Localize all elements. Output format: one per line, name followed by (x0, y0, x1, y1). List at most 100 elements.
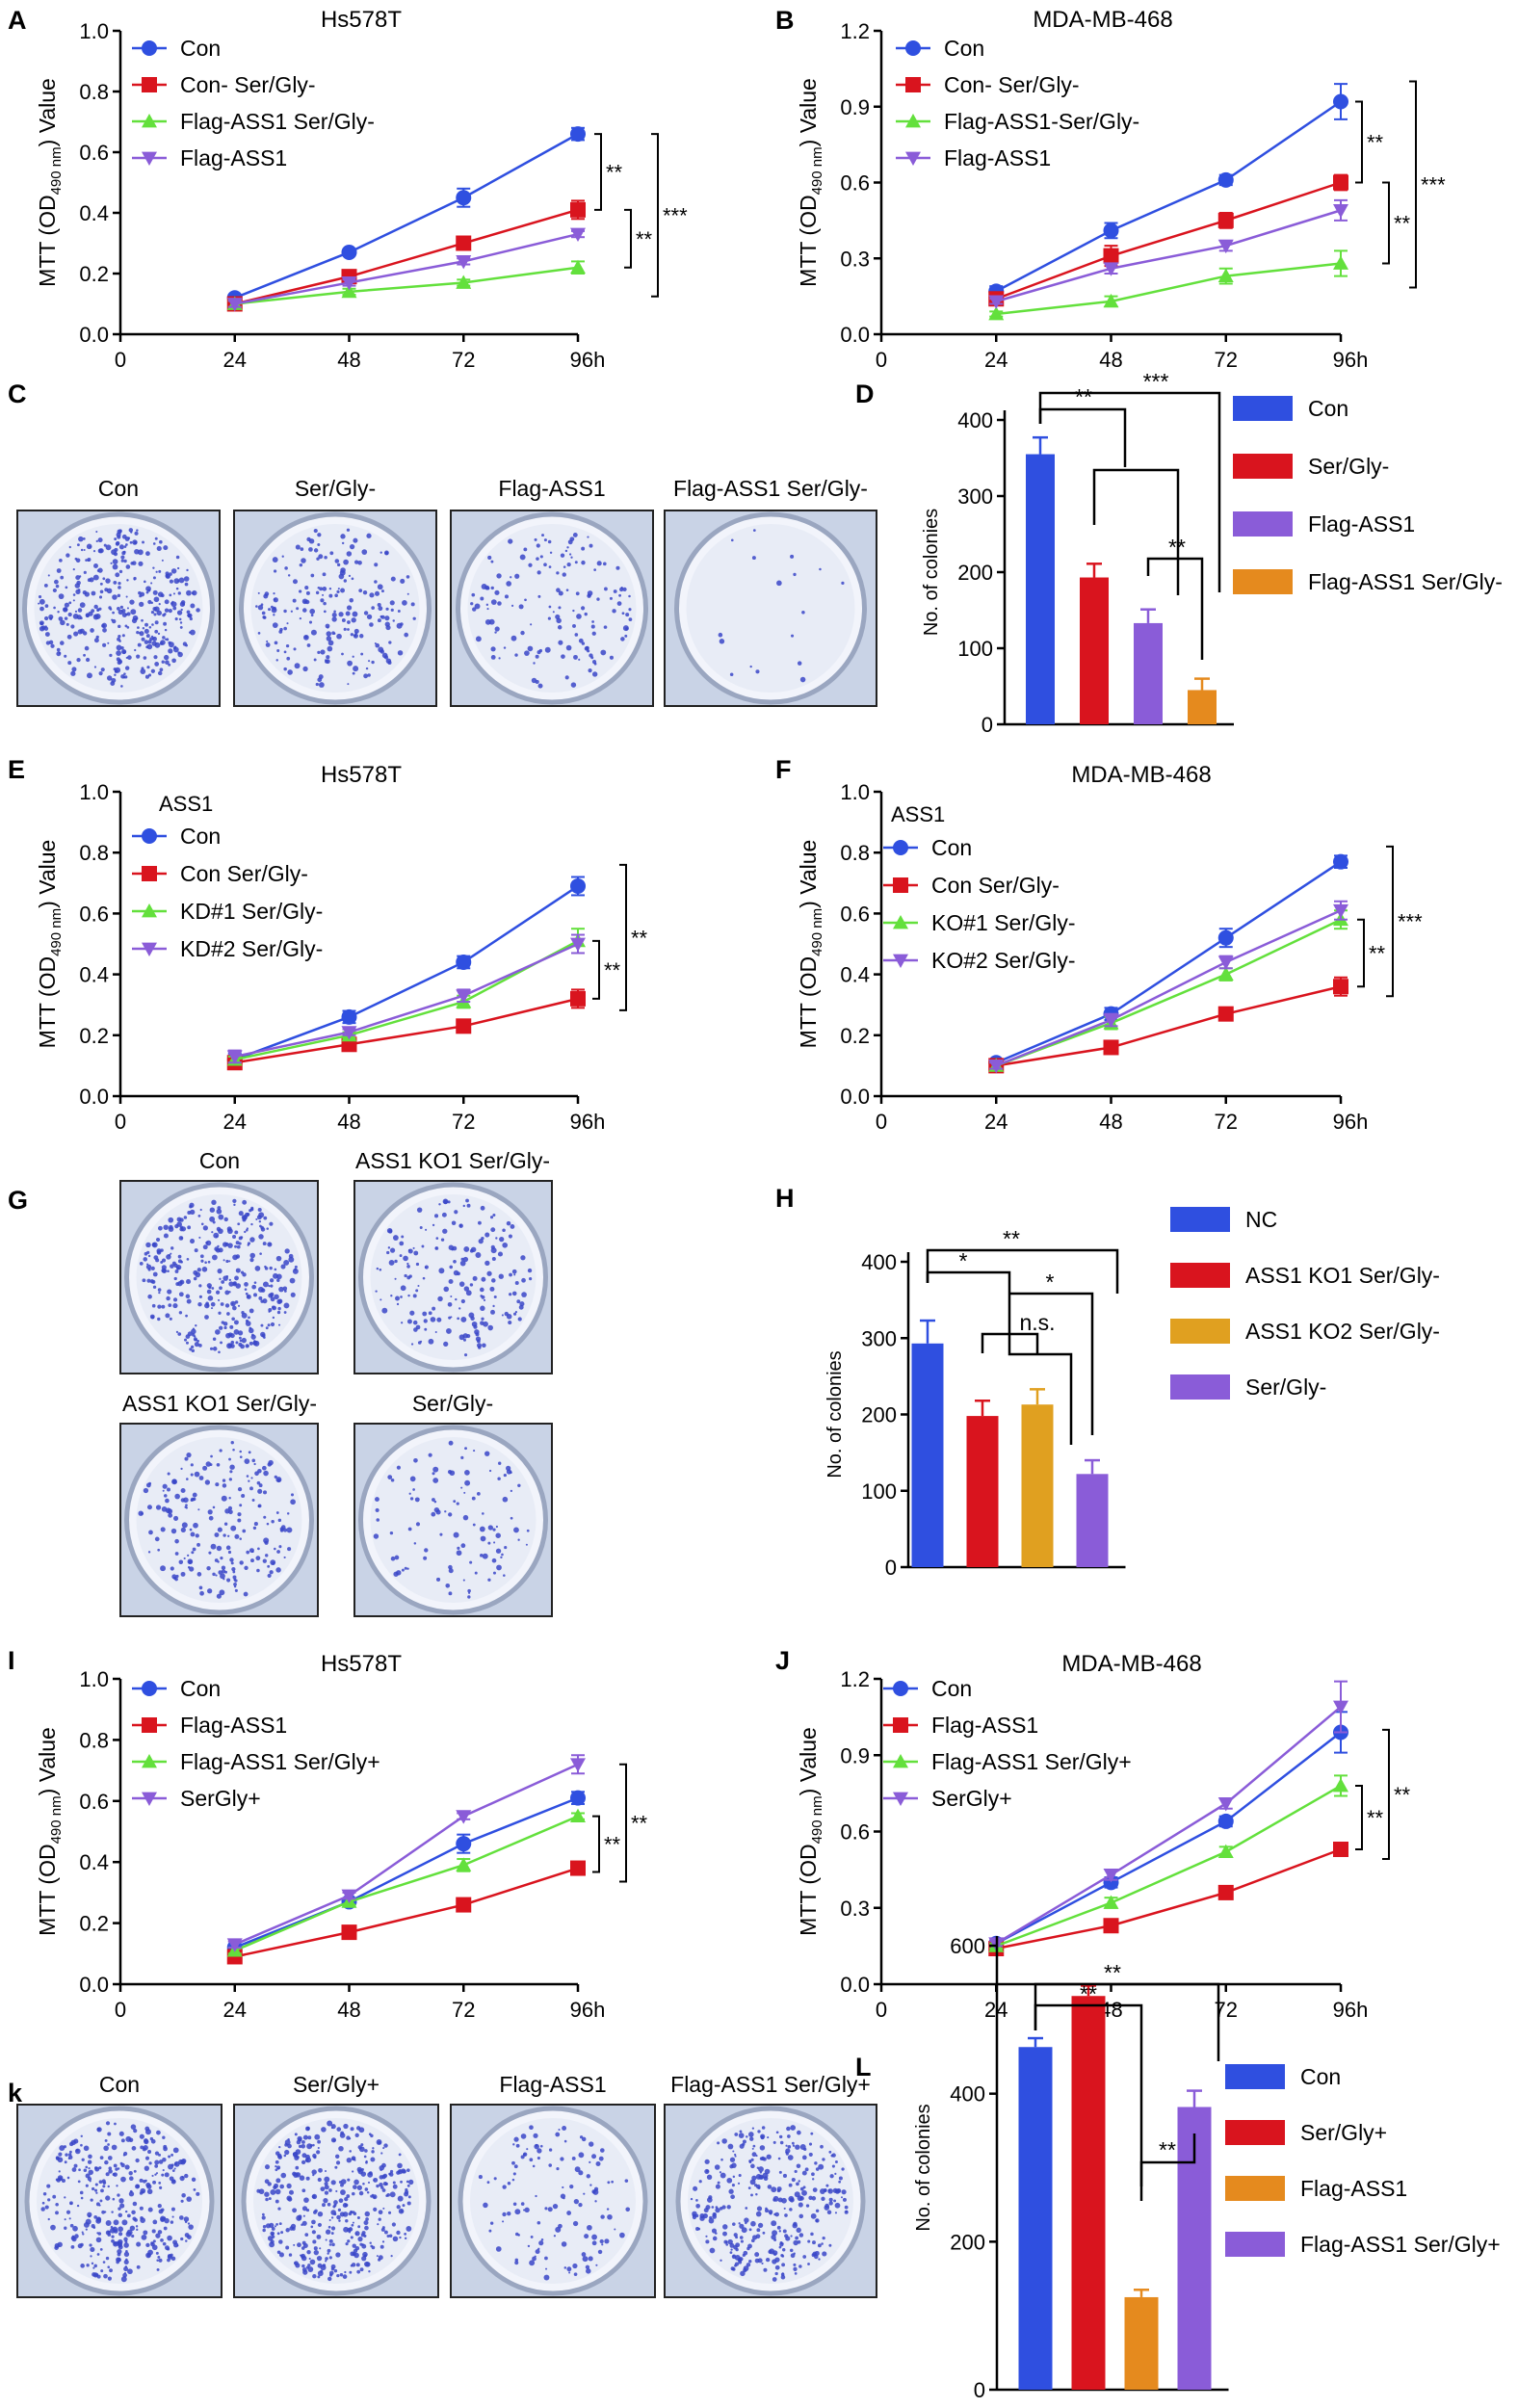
colony (267, 1323, 271, 1327)
colony (585, 2264, 590, 2269)
colony (560, 553, 565, 558)
colony (732, 2150, 735, 2153)
colony (134, 648, 137, 652)
colony (375, 1290, 378, 1293)
colony (323, 601, 327, 606)
colony (510, 1489, 513, 1493)
colony (170, 601, 177, 608)
colony (265, 642, 271, 647)
colony (65, 586, 68, 589)
colony (193, 2187, 196, 2191)
significance-label: ** (1394, 1783, 1411, 1807)
colony (380, 551, 382, 554)
colony (434, 1246, 437, 1249)
colony (198, 1284, 202, 1288)
colony (697, 2227, 701, 2231)
colony (761, 2126, 766, 2130)
colony (532, 2256, 537, 2262)
data-point (456, 1018, 472, 1034)
colony (380, 2244, 384, 2249)
colony (331, 2242, 335, 2247)
colony (177, 591, 181, 595)
legend-label: Con- Ser/Gly- (180, 72, 316, 97)
colony (227, 1243, 233, 1248)
series-line (995, 909, 1342, 1067)
colony (186, 1258, 190, 1261)
colony (424, 1265, 429, 1269)
colony (325, 623, 330, 629)
colony (276, 2165, 281, 2170)
colony (190, 1473, 194, 1477)
colony (510, 1516, 513, 1520)
colony (494, 631, 497, 634)
significance-bracket (619, 863, 627, 1011)
colony (306, 537, 311, 542)
colony (763, 2267, 768, 2272)
colony (796, 2163, 801, 2169)
colony (473, 1324, 478, 1329)
colony (267, 1564, 271, 1568)
colony (55, 584, 60, 589)
colony (305, 590, 310, 595)
colony (450, 1295, 453, 1297)
colony (44, 2205, 49, 2210)
colony (306, 643, 311, 647)
colony (812, 2178, 815, 2181)
colony (560, 2157, 564, 2161)
colony (283, 626, 287, 631)
legend-swatch (1233, 511, 1293, 537)
colony (163, 621, 168, 626)
colony (596, 597, 600, 601)
colony (156, 2259, 159, 2262)
significance-bracket (1092, 468, 1180, 595)
colony (541, 534, 544, 537)
colony (169, 2176, 174, 2182)
colony (129, 599, 135, 605)
colony (336, 563, 341, 567)
colony (142, 540, 144, 544)
colony (83, 2145, 90, 2152)
colony (142, 2190, 144, 2193)
colony (169, 1317, 172, 1321)
colony (78, 2168, 81, 2172)
colony (486, 2181, 490, 2185)
colony (90, 2246, 95, 2253)
colony (214, 1558, 219, 1562)
colony (260, 1323, 264, 1327)
colony (493, 2177, 497, 2181)
colony (518, 604, 524, 610)
colony (82, 631, 88, 636)
colony (463, 1286, 470, 1292)
colony (738, 2173, 742, 2178)
colony (91, 609, 95, 614)
colony (462, 1204, 465, 1208)
colony (510, 1224, 515, 1229)
colony (90, 628, 94, 633)
colony (119, 2203, 125, 2209)
colony (745, 2207, 748, 2210)
colony (731, 2254, 737, 2260)
x-tick-label: 72 (1215, 1110, 1238, 1134)
data-point (1333, 93, 1348, 110)
colony (747, 2132, 754, 2137)
colony (52, 2194, 57, 2199)
colony (283, 1311, 287, 1314)
colony (123, 2259, 129, 2265)
colony (347, 2239, 351, 2243)
colony (71, 2235, 75, 2238)
colony (92, 2272, 98, 2278)
legend-header: ASS1 (159, 792, 213, 816)
colony (277, 1306, 281, 1311)
significance-bracket (1386, 845, 1394, 998)
colony (275, 2223, 278, 2226)
colony (186, 1279, 192, 1285)
colony (105, 2172, 110, 2177)
colony (90, 2198, 93, 2202)
significance-label: ** (1367, 131, 1384, 155)
colony (357, 2237, 363, 2242)
colony (406, 1567, 409, 1570)
colony (232, 1448, 235, 1452)
colony (493, 1295, 497, 1298)
data-point (1333, 203, 1348, 219)
